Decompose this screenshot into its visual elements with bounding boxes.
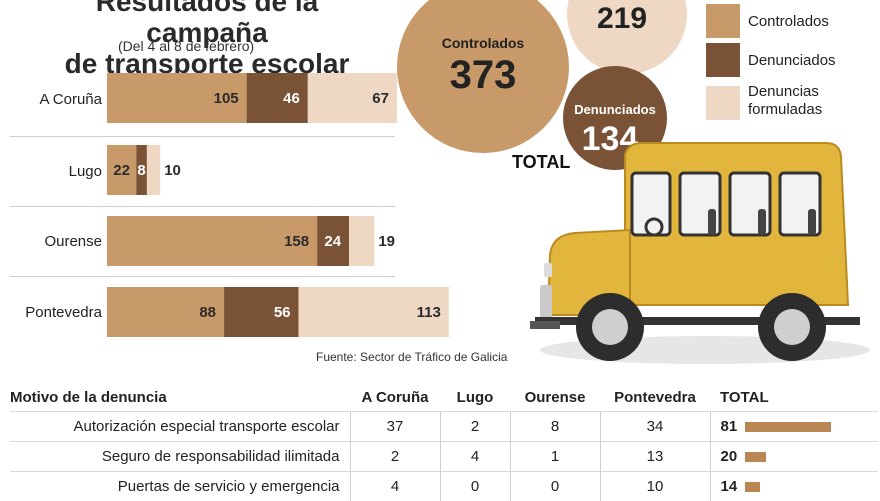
value-cell: 2	[440, 412, 510, 442]
value-cell: 0	[440, 472, 510, 501]
data-label-denunciados: 56	[274, 304, 291, 321]
column-header-motivo: Motivo de la denuncia	[10, 383, 350, 412]
reason-cell: Puertas de servicio y emergencia	[10, 472, 350, 501]
data-label-denunciados: 24	[324, 233, 341, 250]
data-label-formuladas: 67	[372, 90, 389, 107]
total-value: 20	[721, 448, 738, 465]
total-cell: 20	[710, 442, 878, 472]
data-label-controlados: 158	[284, 233, 309, 250]
legend-label-controlados: Controlados	[748, 13, 829, 31]
data-label-denunciados: 8	[137, 162, 145, 179]
table-header-row: Motivo de la denuncia A Coruña Lugo Oure…	[10, 383, 878, 412]
data-label-denunciados: 46	[283, 90, 300, 107]
column-header-total: TOTAL	[710, 383, 878, 412]
data-label-controlados: 88	[199, 304, 216, 321]
legend-label-formuladas: Denuncias formuladas	[748, 83, 822, 119]
table-row: Autorización especial transporte escolar…	[10, 412, 878, 442]
data-label-formuladas: 113	[417, 304, 441, 321]
column-header-acoruna: A Coruña	[350, 383, 440, 412]
value-cell: 8	[510, 412, 600, 442]
bubble-denunciados-label: Denunciados	[574, 102, 656, 117]
bubble-formuladas-value: 219	[597, 2, 647, 35]
value-cell: 0	[510, 472, 600, 501]
value-cell: 4	[350, 472, 440, 501]
value-cell: 37	[350, 412, 440, 442]
column-header-ourense: Ourense	[510, 383, 600, 412]
column-header-lugo: Lugo	[440, 383, 510, 412]
reason-cell: Seguro de responsabilidad ilimitada	[10, 442, 350, 472]
table-row: Seguro de responsabilidad ilimitada 2 4 …	[10, 442, 878, 472]
total-cell: 81	[710, 412, 878, 442]
table-row: Puertas de servicio y emergencia 4 0 0 1…	[10, 472, 878, 501]
data-label-formuladas: 19	[378, 233, 395, 250]
bubble-controlados-value: 373	[450, 53, 517, 97]
legend-label-denunciados: Denunciados	[748, 52, 836, 70]
bubble-controlados-label: Controlados	[442, 35, 525, 51]
data-label-formuladas: 10	[164, 162, 181, 179]
value-cell: 10	[600, 472, 710, 501]
reason-cell: Autorización especial transporte escolar	[10, 412, 350, 442]
total-bar	[745, 452, 766, 462]
column-header-pontevedra: Pontevedra	[600, 383, 710, 412]
bar-formuladas	[147, 145, 160, 195]
total-value: 81	[721, 418, 738, 435]
value-cell: 13	[600, 442, 710, 472]
total-bar	[745, 482, 760, 492]
legend-swatch-formuladas	[706, 86, 740, 120]
bar-formuladas	[349, 216, 374, 266]
data-label-controlados: 22	[113, 162, 130, 179]
total-value: 14	[721, 478, 738, 495]
legend-swatch-denunciados	[706, 43, 740, 77]
school-bus-illustration	[530, 135, 870, 370]
source-note: Fuente: Sector de Tráfico de Galicia	[316, 350, 507, 364]
total-bar	[745, 422, 831, 432]
value-cell: 2	[350, 442, 440, 472]
data-label-controlados: 105	[214, 90, 239, 107]
reasons-table: Motivo de la denuncia A Coruña Lugo Oure…	[10, 383, 878, 501]
value-cell: 4	[440, 442, 510, 472]
value-cell: 34	[600, 412, 710, 442]
value-cell: 1	[510, 442, 600, 472]
total-cell: 14	[710, 472, 878, 501]
legend-swatch-controlados	[706, 4, 740, 38]
